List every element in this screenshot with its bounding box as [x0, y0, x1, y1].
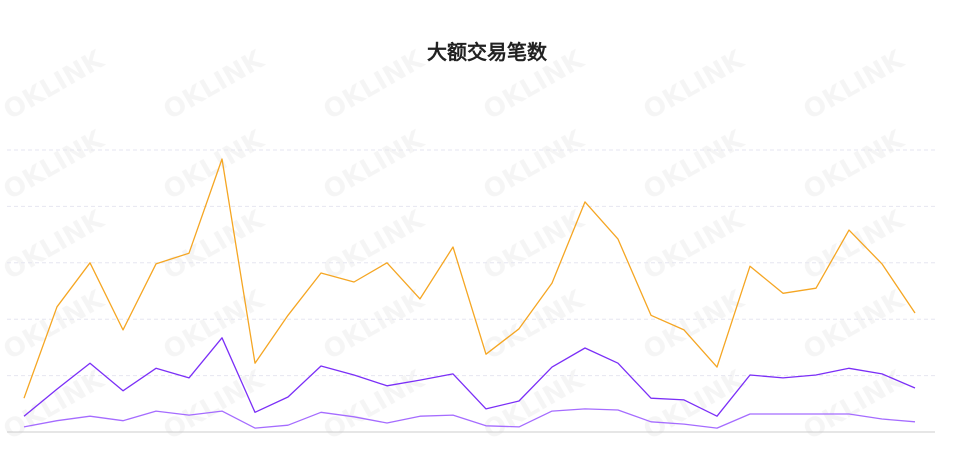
watermark: OKLINK [639, 284, 750, 366]
watermark: OKLINK [639, 124, 750, 206]
watermark: OKLINK [319, 204, 430, 286]
watermark: OKLINK [0, 284, 110, 366]
watermark: OKLINK [159, 204, 270, 286]
chart-title: 大额交易笔数 [427, 40, 547, 64]
watermark: OKLINK [479, 364, 590, 446]
series-line-2 [23, 337, 916, 417]
watermark: OKLINK [479, 44, 590, 126]
watermark: OKLINK [319, 124, 430, 206]
watermark: OKLINK [639, 204, 750, 286]
watermark: OKLINK [479, 284, 590, 366]
watermark: OKLINK [0, 364, 110, 446]
watermark: OKLINK [159, 44, 270, 126]
watermark: OKLINK [159, 364, 270, 446]
watermark: OKLINK [799, 284, 910, 366]
watermark: OKLINK [479, 124, 590, 206]
watermark: OKLINK [639, 44, 750, 126]
watermark: OKLINK [479, 204, 590, 286]
watermark: OKLINK [0, 124, 110, 206]
watermark: OKLINK [799, 124, 910, 206]
watermark: OKLINK [799, 364, 910, 446]
series-line-3 [23, 408, 916, 429]
watermark: OKLINK [799, 204, 910, 286]
watermark: OKLINK [0, 44, 110, 126]
series-line-1 [23, 158, 916, 399]
watermark: OKLINK [319, 44, 430, 126]
watermark: OKLINK [159, 124, 270, 206]
watermark: OKLINK [319, 364, 430, 446]
watermark: OKLINK [319, 284, 430, 366]
watermark: OKLINK [799, 44, 910, 126]
watermark: OKLINK [0, 204, 110, 286]
